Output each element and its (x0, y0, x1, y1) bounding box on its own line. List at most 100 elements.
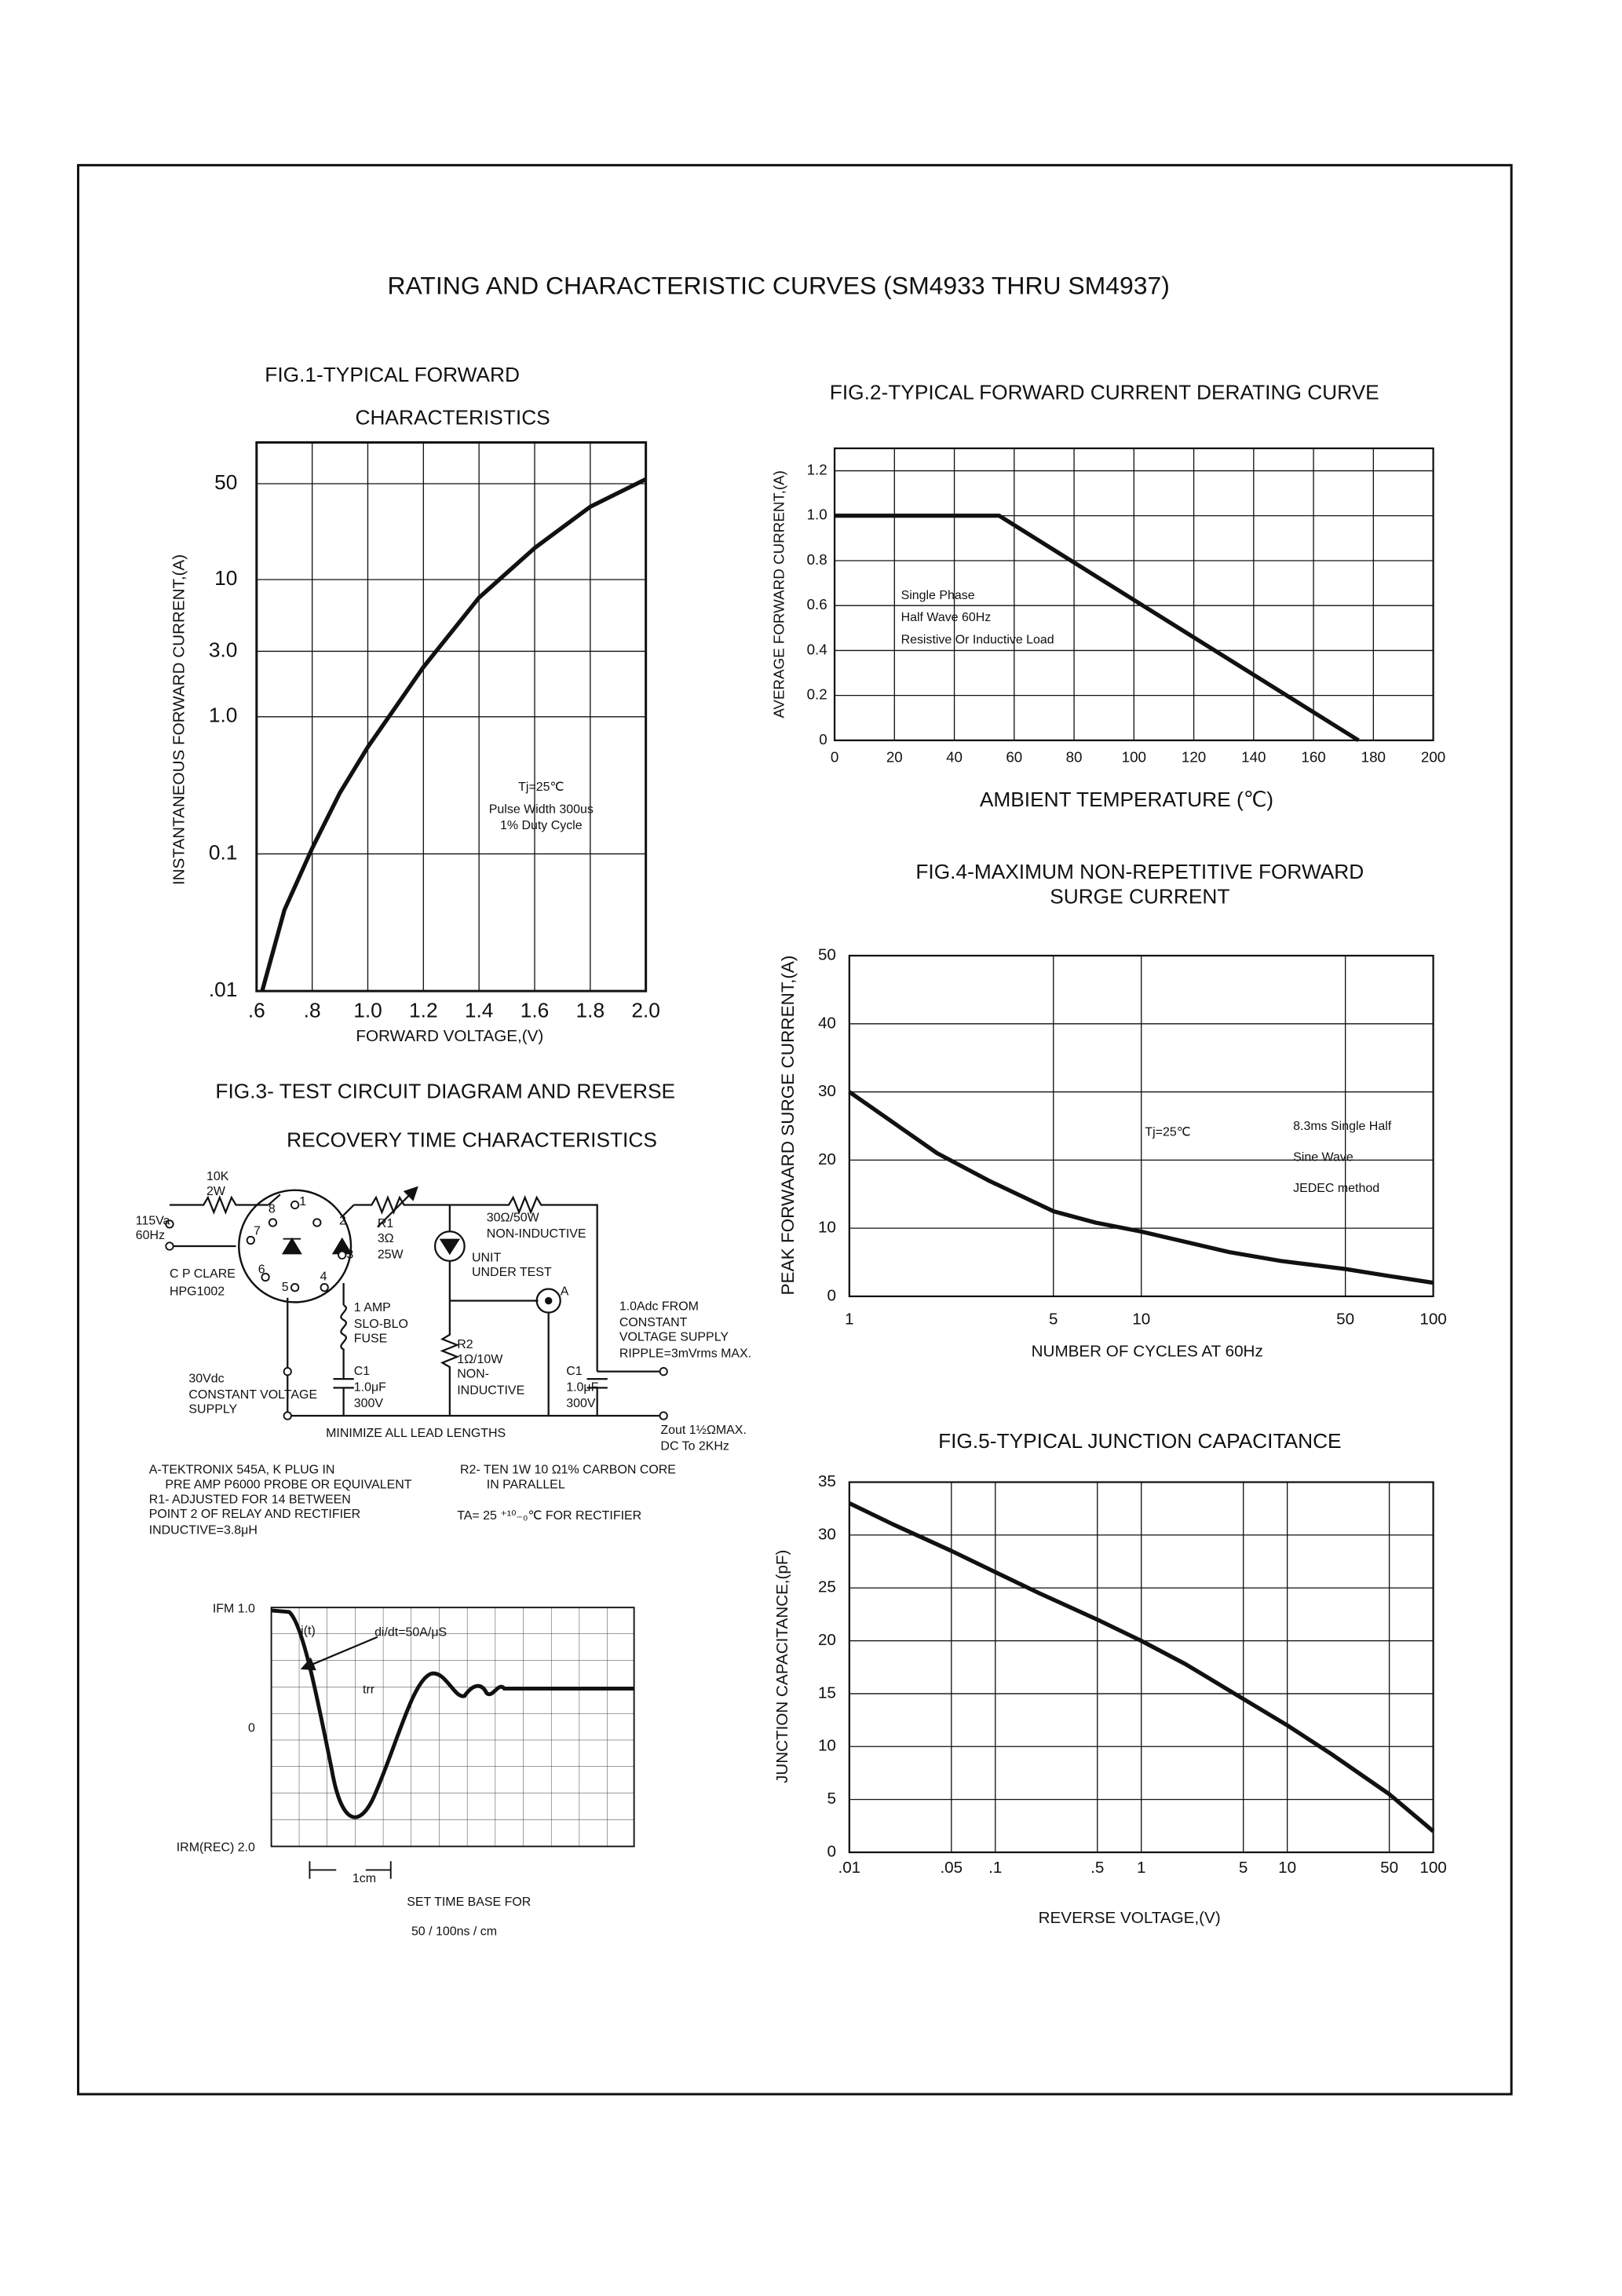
annotation: 1% Duty Cycle (500, 819, 583, 832)
x-tick-label: .05 (940, 1859, 963, 1877)
label: HPG1002 (170, 1285, 225, 1298)
label: 30Vdc (188, 1372, 224, 1385)
label: UNDER TEST (472, 1266, 552, 1279)
fig-title: RECOVERY TIME CHARACTERISTICS (287, 1128, 657, 1152)
y-tick-label: 1.0 (209, 704, 238, 727)
label: 0 (248, 1721, 255, 1735)
pin: 1 (299, 1195, 306, 1208)
note: R1- ADJUSTED FOR 14 BETWEEN (149, 1493, 351, 1506)
annotation: Half Wave 60Hz (901, 611, 992, 624)
waveform-grid (270, 1607, 635, 1848)
label: IRM(REC) 2.0 (177, 1841, 255, 1855)
chart-title: CHARACTERISTICS (355, 405, 550, 429)
y-tick-label: 3.0 (209, 638, 238, 661)
x-tick-label: 180 (1361, 748, 1386, 765)
label: 25W (378, 1249, 404, 1262)
curve (835, 514, 1360, 743)
x-tick-label: 20 (886, 748, 903, 765)
label: SUPPLY (188, 1403, 237, 1417)
x-tick-label: 60 (1006, 748, 1022, 765)
x-tick-label: 100 (1122, 748, 1146, 765)
x-tick-label: 0 (831, 748, 838, 765)
plot-frame (848, 954, 1434, 1298)
label: VOLTAGE SUPPLY (619, 1331, 729, 1344)
fig-title: FIG.3- TEST CIRCUIT DIAGRAM AND REVERSE (215, 1080, 675, 1103)
y-tick-label: 25 (818, 1578, 836, 1596)
label: 300V (566, 1397, 596, 1410)
x-tick-label: 140 (1241, 748, 1266, 765)
y-axis-label: PEAK FORWAARD SURGE CURRENT,(A) (778, 956, 798, 1296)
x-tick-label: 40 (946, 748, 963, 765)
x-tick-label: 200 (1421, 748, 1445, 765)
label: 1 AMP (354, 1301, 391, 1314)
y-tick-label: 20 (818, 1150, 836, 1168)
label: 1.0μF (566, 1381, 598, 1395)
y-axis-label: JUNCTION CAPACITANCE,(pF) (773, 1550, 791, 1783)
x-tick-label: 10 (1132, 1310, 1150, 1328)
waveform: IFM 1.0 0 IRM(REC) 2.0 i(t) di/dt=50A/μS… (177, 1602, 635, 1939)
label: 1cm (353, 1872, 376, 1885)
chart-title: FIG.2-TYPICAL FORWARD CURRENT DERATING C… (830, 380, 1379, 404)
y-tick-label: 0.1 (209, 840, 238, 864)
fig3: FIG.3- TEST CIRCUIT DIAGRAM AND REVERSE … (136, 1080, 751, 1939)
note: IN PARALLEL (487, 1479, 565, 1492)
label: C1 (566, 1365, 583, 1378)
label: 1.0μF (354, 1381, 386, 1395)
scale-marker (309, 1861, 392, 1879)
chart-title: FIG.1-TYPICAL FORWARD (265, 363, 520, 386)
label: NON-INDUCTIVE (487, 1227, 586, 1241)
note: PRE AMP P6000 PROBE OR EQUIVALENT (165, 1479, 411, 1492)
label: 50 / 100ns / cm (411, 1925, 497, 1939)
pin: 2 (339, 1214, 346, 1227)
x-tick-label: .5 (1090, 1859, 1104, 1877)
x-tick-label: .6 (248, 998, 265, 1022)
x-tick-label: 120 (1182, 748, 1206, 765)
x-tick-label: .8 (304, 998, 321, 1022)
label: Zout 1½ΩMAX. (660, 1424, 746, 1437)
y-tick-label: .01 (209, 978, 238, 1001)
x-tick-label: .01 (838, 1859, 860, 1877)
x-tick-label: 160 (1301, 748, 1325, 765)
x-axis-label: NUMBER OF CYCLES AT 60Hz (1032, 1343, 1263, 1361)
waveform-trace (271, 1608, 634, 1819)
plot-frame (833, 447, 1434, 741)
y-tick-label: 10 (214, 566, 237, 590)
circuit-labels: 10K 2W 115Va 60Hz R1 3Ω 25W 30Ω/50W NON-… (136, 1170, 751, 1453)
x-tick-label: 2.0 (631, 998, 660, 1022)
label: 1.0Adc FROM (619, 1300, 699, 1313)
label: SLO-BLO (354, 1318, 408, 1331)
curve (848, 1501, 1435, 1834)
label: UNIT (472, 1251, 501, 1264)
page-title: RATING AND CHARACTERISTIC CURVES (SM4933… (387, 272, 1169, 300)
x-tick-label: 1.6 (521, 998, 550, 1022)
x-axis-label: AMBIENT TEMPERATURE (℃) (980, 788, 1273, 811)
y-axis-label: AVERAGE FORWARD CURRENT,(A) (771, 470, 787, 718)
annotation: Single Phase (901, 589, 975, 602)
label: i(t) (301, 1624, 316, 1637)
label: NON- (457, 1368, 489, 1381)
pin: 3 (346, 1249, 353, 1262)
label: 2W (206, 1185, 225, 1198)
x-tick-label: 5 (1049, 1310, 1058, 1328)
y-tick-label: 15 (818, 1684, 836, 1702)
y-tick-label: 30 (818, 1525, 836, 1543)
y-tick-label: 0 (827, 1286, 835, 1304)
y-tick-label: 0 (819, 731, 827, 748)
label: FUSE (354, 1333, 388, 1346)
arrow (300, 1636, 378, 1671)
x-tick-label: 100 (1419, 1310, 1446, 1328)
pin: 5 (282, 1281, 289, 1294)
label: di/dt=50A/μS (374, 1625, 447, 1639)
annotation: Tj=25℃ (518, 781, 564, 794)
x-tick-label: 50 (1336, 1310, 1354, 1328)
page-border (77, 163, 1513, 2096)
pin: 7 (254, 1224, 261, 1238)
label: C1 (354, 1365, 371, 1378)
y-tick-label: 10 (818, 1219, 836, 1237)
label: 3Ω (378, 1232, 394, 1245)
chart-title: FIG.5-TYPICAL JUNCTION CAPACITANCE (938, 1429, 1342, 1453)
label: IFM 1.0 (213, 1602, 255, 1615)
x-axis-label: FORWARD VOLTAGE,(V) (356, 1027, 543, 1045)
y-tick-label: 30 (818, 1082, 836, 1100)
